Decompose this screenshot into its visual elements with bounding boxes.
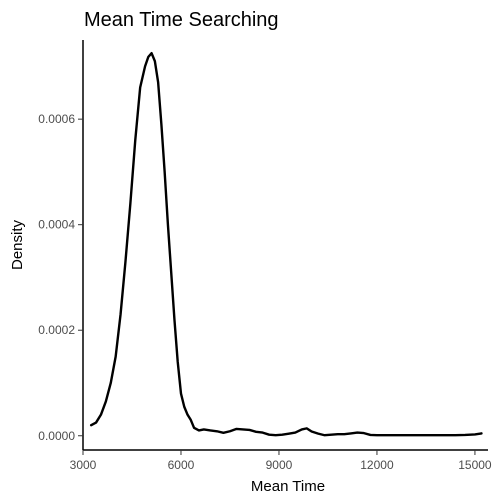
- y-tick-label: 0.0006: [38, 112, 75, 126]
- x-tick-label: 12000: [360, 458, 394, 472]
- y-tick-label: 0.0000: [38, 429, 75, 443]
- plot-layer: [89, 51, 483, 437]
- chart-title: Mean Time Searching: [84, 9, 279, 31]
- y-tick-label: 0.0002: [38, 323, 75, 337]
- x-axis-ticks: 3000 6000 9000 12000 15000: [70, 450, 492, 472]
- x-tick-label: 15000: [458, 458, 492, 472]
- y-axis-title: Density: [9, 219, 26, 270]
- x-tick-label: 3000: [70, 458, 97, 472]
- x-tick-label: 9000: [266, 458, 293, 472]
- x-axis-title: Mean Time: [251, 478, 325, 495]
- density-curve-0: [89, 51, 483, 437]
- y-tick-label: 0.0004: [38, 218, 75, 232]
- x-tick-label: 6000: [168, 458, 195, 472]
- y-axis-ticks: 0.0000 0.0002 0.0004 0.0006: [38, 112, 83, 443]
